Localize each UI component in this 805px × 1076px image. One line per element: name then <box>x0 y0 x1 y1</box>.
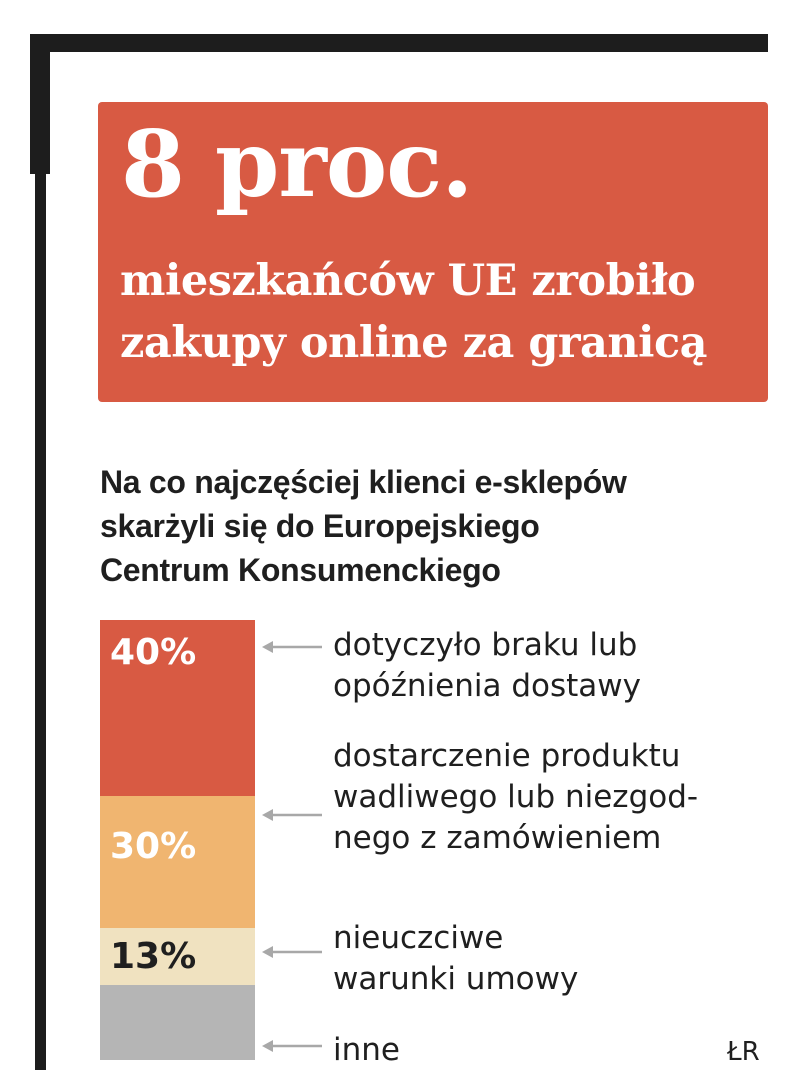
category-label-line: dotyczyło braku lub <box>333 627 638 663</box>
bar-segment <box>100 928 255 985</box>
chart-subtitle: Na co najczęściej klienci e-sklepów skar… <box>100 460 780 592</box>
source-credit: ŁR <box>727 1037 760 1067</box>
pointer-arrow-icon <box>262 641 322 653</box>
headline-big-number: 8 proc. <box>121 110 473 218</box>
category-label: nieuczciwe warunki umowy <box>333 918 578 1000</box>
category-label-line: nego z zamówieniem <box>333 820 662 856</box>
stacked-bar: 40% 30% 13% <box>100 620 255 1060</box>
category-label-line: nieuczciwe <box>333 920 504 956</box>
category-label: inne <box>333 1030 400 1071</box>
frame-side-rule <box>35 160 46 1070</box>
headline-line-2: zakupy online za granicą <box>120 318 708 368</box>
frame-top-rule <box>30 34 768 52</box>
category-label: dostarczenie produktu wadliwego lub niezg… <box>333 736 698 859</box>
headline-line-1: mieszkańców UE zrobiło <box>120 256 696 306</box>
category-label: dotyczyło braku lub opóźnienia dostawy <box>333 625 641 707</box>
headline-subtext: mieszkańców UE zrobiło zakupy online za … <box>120 250 760 374</box>
subtitle-line-1: Na co najczęściej klienci e-sklepów <box>100 464 627 500</box>
category-label-line: wadliwego lub niezgod- <box>333 779 699 815</box>
frame-corner-rule <box>30 34 50 174</box>
category-label-line: opóźnienia dostawy <box>333 668 641 704</box>
bar-value-label: 13% <box>110 936 197 977</box>
category-label-line: warunki umowy <box>333 961 579 997</box>
bar-value-label: 30% <box>110 826 197 867</box>
bar-segment <box>100 620 255 796</box>
bar-segment <box>100 985 255 1060</box>
bar-value-label: 40% <box>110 632 197 673</box>
pointer-arrow-icon <box>262 809 322 821</box>
pointer-arrow-icon <box>262 1040 322 1052</box>
subtitle-line-2: skarżyli się do Europejskiego <box>100 508 540 544</box>
category-label-line: inne <box>333 1032 400 1068</box>
subtitle-line-3: Centrum Konsumenckiego <box>100 552 501 588</box>
bar-segment <box>100 796 255 928</box>
pointer-arrow-icon <box>262 946 322 958</box>
category-label-line: dostarczenie produktu <box>333 738 681 774</box>
headline-box: 8 proc. mieszkańców UE zrobiło zakupy on… <box>98 102 768 402</box>
